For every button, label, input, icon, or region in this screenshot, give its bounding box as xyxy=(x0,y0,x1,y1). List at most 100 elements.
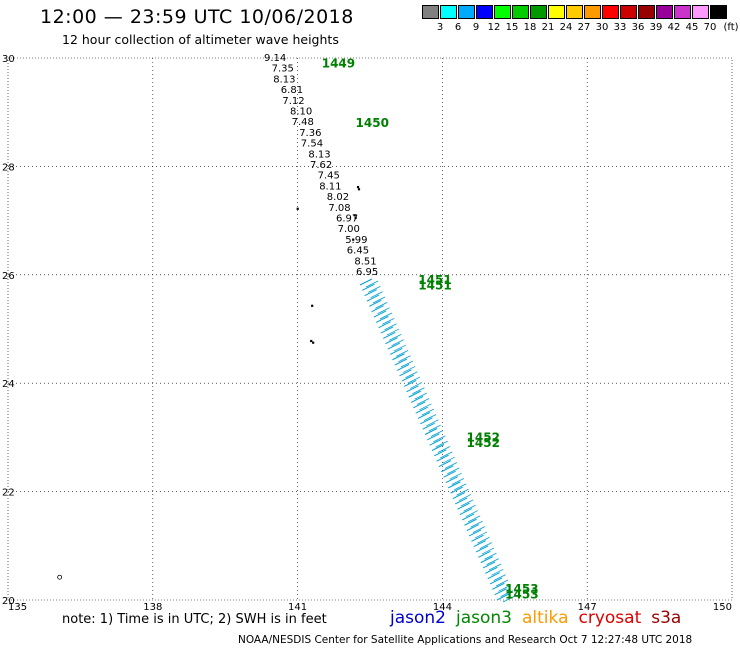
pass-time-label: 1453 xyxy=(505,582,538,596)
track-segment xyxy=(472,526,485,533)
track-segment xyxy=(379,312,393,320)
track-segment xyxy=(416,398,430,405)
lon-tick-label: 141 xyxy=(288,602,307,610)
legend-label: 15 xyxy=(505,22,519,33)
track-segment xyxy=(382,331,396,339)
track-segment xyxy=(468,529,482,537)
track-segment xyxy=(387,342,401,350)
track-segment xyxy=(426,419,439,427)
legend-label: 12 xyxy=(487,22,501,33)
track-segment xyxy=(376,315,389,323)
track-segment xyxy=(417,412,431,419)
lat-tick-label: 26 xyxy=(2,271,15,282)
track-segment xyxy=(495,579,509,587)
pass-time-label: 1453 xyxy=(505,588,538,602)
wave-height-value: 7.62 xyxy=(310,160,332,171)
track-segment xyxy=(364,289,377,297)
track-segment xyxy=(400,360,414,368)
track-segment xyxy=(474,531,488,539)
track-segment xyxy=(371,305,384,313)
track-segment xyxy=(459,508,473,516)
track-segment xyxy=(461,499,474,507)
track-segment xyxy=(421,408,434,416)
track-segment xyxy=(419,403,432,411)
legend-swatch xyxy=(638,5,655,19)
track-segment xyxy=(442,456,455,464)
track-segment xyxy=(482,561,496,569)
pass-time-label: 1452 xyxy=(467,430,500,444)
island-marker xyxy=(296,207,299,210)
track-segment xyxy=(493,574,506,582)
island-marker xyxy=(310,339,313,343)
track-segment xyxy=(463,504,476,512)
track-segment xyxy=(424,428,438,435)
track-segment xyxy=(378,321,391,329)
track-segment xyxy=(401,374,415,382)
track-segment xyxy=(382,318,395,325)
track-segment xyxy=(447,467,460,475)
track-segment xyxy=(380,326,394,334)
track-segment xyxy=(489,577,503,585)
legend-swatch xyxy=(458,5,475,19)
wave-height-value: 6.81 xyxy=(281,85,303,96)
pass-time-label: 1451 xyxy=(418,279,451,293)
track-segment xyxy=(370,291,383,299)
track-segment xyxy=(473,540,487,548)
wave-height-value: 8.10 xyxy=(290,107,312,118)
legend-label: 3 xyxy=(436,22,444,33)
legend-swatch xyxy=(710,5,727,19)
track-segment xyxy=(444,462,458,469)
wave-height-value: 8.02 xyxy=(327,192,349,203)
track-segment xyxy=(393,344,407,352)
track-segment xyxy=(434,449,447,457)
map-frame xyxy=(7,57,733,601)
track-segment xyxy=(428,424,441,432)
map-grid xyxy=(8,58,732,600)
track-segment xyxy=(405,371,418,379)
track-segment xyxy=(466,524,480,532)
axis-ticks: 135 138 141 144 147 150 30 28 26 24 22 20 xyxy=(2,54,732,610)
island-marker xyxy=(356,185,360,189)
track-segment xyxy=(372,296,386,304)
track-segment xyxy=(433,435,446,443)
track-segment xyxy=(359,278,373,286)
track-segment xyxy=(384,323,397,331)
track-segment xyxy=(391,339,404,347)
track-segment xyxy=(403,379,417,387)
track-segment xyxy=(491,568,504,576)
track-segment xyxy=(396,363,410,371)
legend-label: 33 xyxy=(613,22,627,33)
legend-swatch xyxy=(674,5,691,19)
track-segment xyxy=(375,301,388,309)
track-segment xyxy=(368,285,381,293)
satellite-legend: jason2 jason3 altika cryosat s3a xyxy=(390,608,691,628)
legend-unit: (ft) xyxy=(723,22,739,33)
legend-label: 42 xyxy=(667,22,681,33)
wave-height-value: 8.13 xyxy=(273,74,295,85)
track-segment xyxy=(461,513,475,521)
legend-label: 45 xyxy=(685,22,699,33)
track-segment xyxy=(438,460,452,467)
track-segment xyxy=(399,369,412,377)
track-segment xyxy=(445,476,459,483)
wave-height-value: 8.11 xyxy=(319,181,341,192)
wave-height-value: 9.14 xyxy=(264,53,286,64)
legend-swatch xyxy=(602,5,619,19)
track-segment xyxy=(407,376,420,384)
track-segment xyxy=(373,310,387,318)
wave-height-value: 7.12 xyxy=(282,96,304,107)
pass-time-label: 1452 xyxy=(467,436,500,450)
track-segment xyxy=(486,558,499,565)
legend-swatch xyxy=(548,5,565,19)
track-segment xyxy=(430,430,444,437)
satellite-label: s3a xyxy=(651,608,682,628)
track-segment xyxy=(408,390,421,398)
track-segment xyxy=(487,572,500,580)
legend-swatch xyxy=(656,5,673,19)
track-segment xyxy=(377,307,390,315)
track-segment xyxy=(398,355,411,363)
legend-label: 70 xyxy=(703,22,717,33)
lat-tick-label: 24 xyxy=(2,379,15,390)
track-segment xyxy=(450,486,463,494)
